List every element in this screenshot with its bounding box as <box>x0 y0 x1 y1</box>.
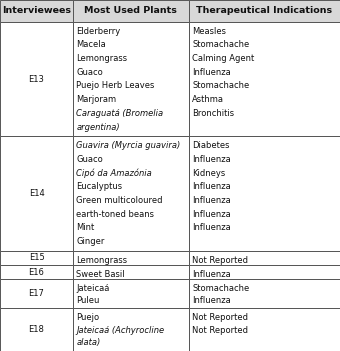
Text: Puejo: Puejo <box>76 313 100 322</box>
Text: Influenza: Influenza <box>192 196 231 205</box>
Text: Caraguatá (Bromelia: Caraguatá (Bromelia <box>76 109 164 118</box>
Text: Cipó da Amazónia: Cipó da Amazónia <box>76 168 152 178</box>
Bar <box>189 265 340 279</box>
Text: Bronchitis: Bronchitis <box>192 109 234 118</box>
Text: Asthma: Asthma <box>192 95 224 104</box>
Bar <box>0 136 73 251</box>
Text: Elderberry: Elderberry <box>76 27 121 36</box>
Text: Interviewees: Interviewees <box>2 6 71 15</box>
Bar <box>73 265 189 279</box>
Bar <box>73 251 189 265</box>
Text: Calming Agent: Calming Agent <box>192 54 254 63</box>
Text: Lemongrass: Lemongrass <box>76 54 128 63</box>
Text: Kidneys: Kidneys <box>192 168 225 178</box>
Text: Ginger: Ginger <box>76 237 105 246</box>
Text: Influenza: Influenza <box>192 155 231 164</box>
Text: Influenza: Influenza <box>192 68 231 77</box>
Text: E15: E15 <box>29 253 45 263</box>
Text: E17: E17 <box>29 289 45 298</box>
Text: Jateicaá (Achyrocline: Jateicaá (Achyrocline <box>76 326 165 335</box>
Text: earth-toned beans: earth-toned beans <box>76 210 154 219</box>
Text: Diabetes: Diabetes <box>192 141 230 150</box>
Text: Stomachache: Stomachache <box>192 81 249 91</box>
Text: Influenza: Influenza <box>192 182 231 191</box>
Bar <box>189 279 340 308</box>
Text: Marjoram: Marjoram <box>76 95 117 104</box>
Text: Most Used Plants: Most Used Plants <box>84 6 177 15</box>
Text: Influenza: Influenza <box>192 270 231 279</box>
Text: alata): alata) <box>76 338 101 347</box>
Text: Jateicaá: Jateicaá <box>76 284 110 293</box>
Text: Eucalyptus: Eucalyptus <box>76 182 123 191</box>
Text: Guaco: Guaco <box>76 68 103 77</box>
Bar <box>73 22 189 136</box>
Bar <box>0 22 73 136</box>
Bar <box>73 308 189 351</box>
Bar <box>189 136 340 251</box>
Bar <box>189 251 340 265</box>
Text: Not Reported: Not Reported <box>192 256 248 265</box>
Bar <box>0 279 73 308</box>
Bar <box>73 136 189 251</box>
Bar <box>73 279 189 308</box>
Bar <box>189 22 340 136</box>
Text: Stomachache: Stomachache <box>192 40 249 49</box>
Bar <box>0 0 73 22</box>
Text: Guaco: Guaco <box>76 155 103 164</box>
Text: Measles: Measles <box>192 27 226 36</box>
Bar <box>0 251 73 265</box>
Text: Sweet Basil: Sweet Basil <box>76 270 125 279</box>
Text: Influenza: Influenza <box>192 210 231 219</box>
Text: Green multicoloured: Green multicoloured <box>76 196 163 205</box>
Text: Puejo Herb Leaves: Puejo Herb Leaves <box>76 81 155 91</box>
Bar <box>0 308 73 351</box>
Text: E16: E16 <box>29 268 45 277</box>
Bar <box>73 0 189 22</box>
Text: Therapeutical Indications: Therapeutical Indications <box>196 6 333 15</box>
Text: Guavira (Myrcia guavira): Guavira (Myrcia guavira) <box>76 141 181 150</box>
Text: Influenza: Influenza <box>192 223 231 232</box>
Bar <box>0 265 73 279</box>
Text: Puleu: Puleu <box>76 296 100 305</box>
Text: Not Reported: Not Reported <box>192 326 248 335</box>
Text: Mint: Mint <box>76 223 95 232</box>
Text: Stomachache: Stomachache <box>192 284 249 293</box>
Text: Lemongrass: Lemongrass <box>76 256 128 265</box>
Text: E18: E18 <box>29 325 45 334</box>
Text: Influenza: Influenza <box>192 296 231 305</box>
Text: argentina): argentina) <box>76 122 120 132</box>
Text: E13: E13 <box>29 74 45 84</box>
Text: Not Reported: Not Reported <box>192 313 248 322</box>
Text: E14: E14 <box>29 189 45 198</box>
Text: Macela: Macela <box>76 40 106 49</box>
Bar <box>189 308 340 351</box>
Bar <box>189 0 340 22</box>
